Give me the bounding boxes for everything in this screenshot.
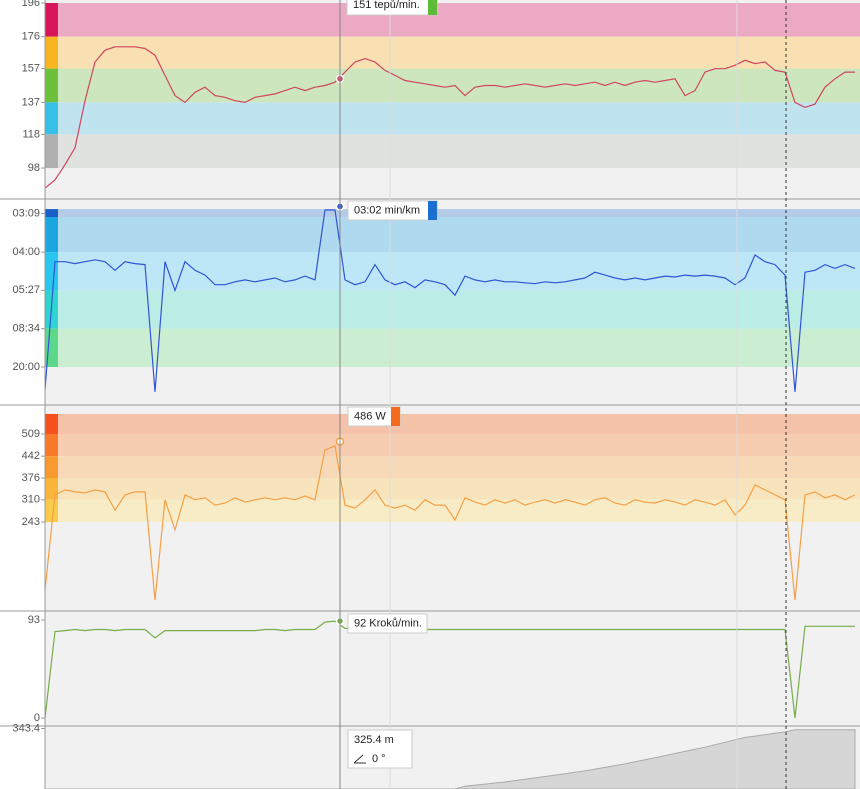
zone-strip bbox=[45, 217, 58, 253]
zone-strip bbox=[45, 413, 58, 434]
tooltip: 151 tepů/min. bbox=[346, 0, 438, 16]
y-tick-label: 0 bbox=[34, 712, 40, 724]
line bbox=[45, 620, 855, 719]
y-tick-label: 376 bbox=[22, 472, 40, 484]
y-tick-label: 137 bbox=[22, 96, 40, 108]
zone-strip bbox=[45, 68, 58, 103]
tooltip: 486 W bbox=[347, 406, 401, 427]
zone-strip bbox=[45, 477, 58, 500]
tooltip: 325.4 m 0 ° bbox=[347, 729, 413, 769]
zone-band bbox=[45, 102, 860, 135]
y-tick-label: 20:00 bbox=[12, 361, 40, 373]
zone-strip bbox=[45, 3, 58, 37]
zone-band bbox=[45, 36, 860, 69]
zone-band bbox=[45, 3, 860, 37]
y-tick-label: 196 bbox=[22, 0, 40, 9]
y-tick-label: 157 bbox=[22, 63, 40, 75]
tooltip-text: 92 Kroků/min. bbox=[354, 617, 422, 629]
zone-strip bbox=[45, 134, 58, 169]
tooltip-swatch bbox=[428, 0, 437, 15]
zone-band bbox=[45, 209, 860, 218]
slope-text: 0 ° bbox=[372, 753, 386, 765]
zone-strip bbox=[45, 36, 58, 69]
zone-band bbox=[45, 456, 860, 478]
y-tick-label: 04:00 bbox=[12, 246, 40, 258]
y-tick-label: 243 bbox=[22, 516, 40, 528]
zone-band bbox=[45, 134, 860, 169]
tooltip-text: 03:02 min/km bbox=[354, 204, 420, 216]
zone-strip bbox=[45, 328, 58, 367]
y-tick-label: 08:34 bbox=[12, 323, 40, 335]
zone-strip bbox=[45, 499, 58, 522]
y-tick-label: 176 bbox=[22, 31, 40, 43]
zone-band bbox=[45, 290, 860, 329]
tooltip: 03:02 min/km bbox=[347, 200, 438, 221]
zone-band bbox=[45, 252, 860, 291]
tooltip-swatch bbox=[428, 201, 437, 220]
y-tick-label: 118 bbox=[22, 128, 40, 140]
y-tick-label: 03:09 bbox=[12, 207, 40, 219]
zone-strip bbox=[45, 102, 58, 135]
zone-band bbox=[45, 499, 860, 522]
tooltip-text: 325.4 m bbox=[354, 734, 394, 746]
slope-icon bbox=[353, 754, 366, 764]
zone-strip bbox=[45, 209, 58, 218]
y-tick-label: 98 bbox=[28, 162, 40, 174]
zone-band bbox=[45, 413, 860, 434]
line bbox=[45, 445, 856, 601]
zone-band bbox=[45, 477, 860, 500]
zone-band bbox=[45, 217, 860, 253]
zone-band bbox=[45, 433, 860, 457]
zone-strip bbox=[45, 433, 58, 457]
tooltip-box bbox=[347, 613, 428, 634]
y-tick-label: 93 bbox=[28, 614, 40, 626]
y-tick-label: 442 bbox=[22, 450, 40, 462]
tooltip-box bbox=[347, 729, 413, 769]
line bbox=[45, 46, 855, 189]
tooltip-text: 151 tepů/min. bbox=[353, 0, 420, 11]
tooltip: 92 Kroků/min. bbox=[347, 613, 428, 634]
zone-strip bbox=[45, 456, 58, 478]
tooltip-swatch bbox=[391, 407, 400, 426]
y-tick-label: 05:27 bbox=[12, 284, 40, 296]
tooltip-text: 486 W bbox=[354, 410, 386, 422]
y-tick-label: 310 bbox=[22, 494, 40, 506]
y-tick-label: 343.4 bbox=[12, 722, 40, 734]
y-tick-label: 509 bbox=[22, 428, 40, 440]
zone-band bbox=[45, 328, 860, 367]
line bbox=[45, 209, 856, 392]
zone-strip bbox=[45, 252, 58, 291]
